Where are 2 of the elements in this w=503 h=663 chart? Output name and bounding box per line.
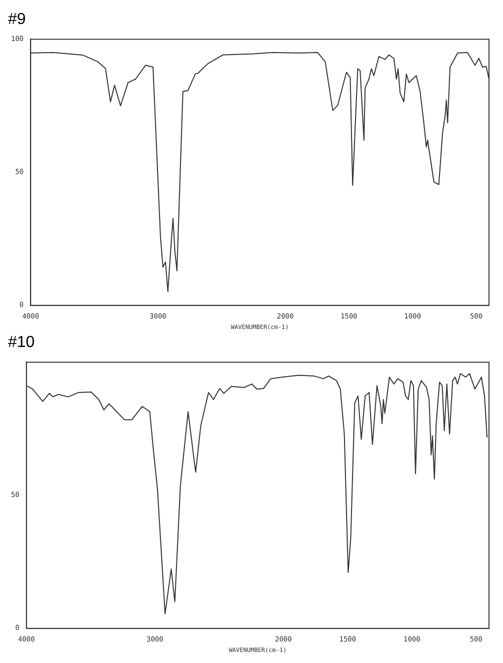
chart-title: #10 xyxy=(8,334,35,352)
chart-title: #9 xyxy=(8,11,26,28)
